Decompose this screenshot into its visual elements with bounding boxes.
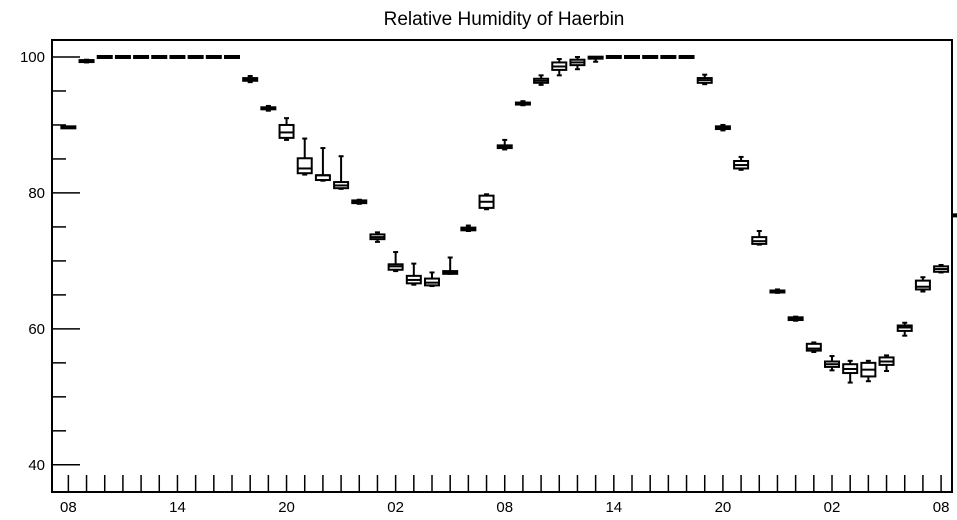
box-29 <box>587 55 604 63</box>
x-tick-label: 02 <box>387 499 404 516</box>
box-40 <box>787 315 804 322</box>
box-30 <box>605 54 622 59</box>
x-tick-label: 20 <box>715 499 732 516</box>
box-body <box>805 342 822 352</box>
box-41 <box>805 341 822 353</box>
box-37 <box>733 155 750 171</box>
box-8 <box>205 54 222 59</box>
box-14 <box>314 147 331 182</box>
box-body <box>914 279 931 291</box>
x-tick-label: 20 <box>278 499 295 516</box>
box-44 <box>860 359 877 383</box>
box-31 <box>624 54 640 59</box>
y-tick-label: 100 <box>20 49 45 66</box>
box-43 <box>842 359 859 384</box>
box-body <box>278 123 295 139</box>
box-16 <box>351 198 368 205</box>
box-35 <box>696 73 713 86</box>
box-34 <box>678 54 695 59</box>
box-body <box>296 157 313 175</box>
y-tick-label: 40 <box>28 457 45 474</box>
box-42 <box>824 355 840 372</box>
x-tick-label: 14 <box>169 499 186 516</box>
box-28 <box>569 55 586 71</box>
box-38 <box>751 229 768 246</box>
box-18 <box>387 251 404 273</box>
box-24 <box>496 138 513 151</box>
box-36 <box>714 123 731 132</box>
box-6 <box>169 54 186 59</box>
box-9 <box>224 54 240 59</box>
plot-frame <box>51 39 953 493</box>
box-1 <box>78 58 95 64</box>
x-axis: 08 14 20 02 08 14 20 02 08 <box>60 475 950 516</box>
chart-title: Relative Humidity of Haerbin <box>384 9 625 30</box>
box-12 <box>278 117 295 141</box>
box-27 <box>551 58 568 77</box>
box-series <box>60 54 957 384</box>
x-tick-label: 08 <box>496 499 513 516</box>
x-tick-label: 02 <box>824 499 841 516</box>
box-13 <box>296 137 313 176</box>
box-49 <box>951 213 957 218</box>
x-tick-label: 08 <box>60 499 77 516</box>
box-47 <box>914 276 931 293</box>
box-0 <box>60 125 77 130</box>
box-48 <box>933 263 950 274</box>
box-39 <box>769 288 786 294</box>
box-21 <box>442 256 459 275</box>
box-10 <box>242 75 259 84</box>
y-tick-label: 80 <box>28 185 45 202</box>
x-tick-label: 08 <box>933 499 950 516</box>
x-tick-label: 14 <box>605 499 622 516</box>
box-2 <box>96 54 113 59</box>
box-20 <box>424 271 440 288</box>
box-32 <box>642 54 659 59</box>
box-5 <box>151 54 168 59</box>
y-tick-label: 60 <box>28 321 45 338</box>
box-4 <box>133 54 150 59</box>
box-3 <box>114 54 131 59</box>
box-19 <box>405 262 422 286</box>
box-23 <box>478 193 495 211</box>
box-17 <box>369 231 386 243</box>
box-26 <box>533 74 550 86</box>
box-7 <box>187 54 204 59</box>
box-33 <box>660 54 677 59</box>
box-45 <box>878 354 895 373</box>
box-46 <box>896 321 913 337</box>
y-axis: 40 60 80 100 <box>20 49 80 474</box>
box-25 <box>514 100 531 107</box>
box-15 <box>333 155 350 190</box>
box-11 <box>260 104 277 112</box>
box-22 <box>460 224 477 232</box>
